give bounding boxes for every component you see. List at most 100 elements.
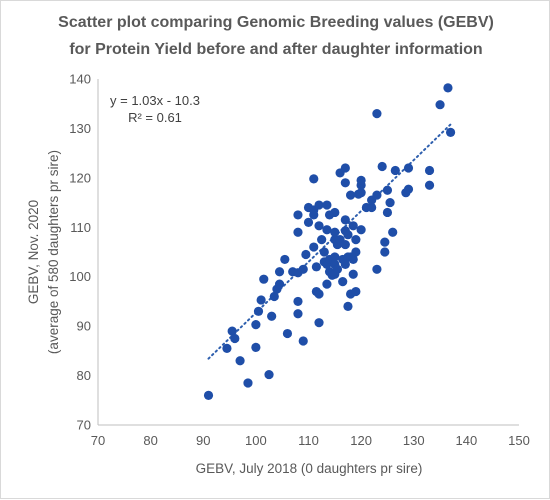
- scatter-point: [314, 289, 324, 299]
- scatter-point: [251, 342, 261, 352]
- scatter-point: [356, 175, 366, 185]
- trendline-group: [207, 123, 452, 360]
- scatter-point: [309, 242, 319, 252]
- scatter-point: [203, 390, 214, 400]
- scatter-point: [372, 264, 382, 274]
- y-axis-title: GEBV, Nov. 2020 (average of 580 daughter…: [26, 150, 61, 354]
- scatter-point: [227, 326, 237, 336]
- scatter-point: [311, 262, 321, 272]
- scatter-point: [274, 267, 285, 277]
- scatter-point: [332, 264, 343, 274]
- scatter-point: [343, 301, 353, 311]
- scatter-point: [382, 207, 393, 218]
- scatter-point: [259, 274, 269, 284]
- scatter-point: [319, 247, 329, 257]
- scatter-point: [309, 174, 319, 184]
- scatter-point: [340, 215, 350, 225]
- x-axis-title: GEBV, July 2018 (0 daughters pr sire): [196, 461, 423, 476]
- scatter-point: [351, 286, 361, 297]
- scatter-point: [372, 190, 382, 200]
- scatter-point: [330, 252, 340, 262]
- x-tick-label: 130: [403, 433, 425, 448]
- scatter-point: [348, 269, 358, 279]
- x-tick-label: 140: [456, 433, 478, 448]
- x-tick-label: 70: [91, 433, 105, 448]
- r-squared-label: R² = 0.61: [128, 110, 182, 125]
- y-axis-title-line-1: GEBV, Nov. 2020: [26, 200, 41, 304]
- trendline-equation: y = 1.03x - 10.3: [110, 93, 200, 108]
- scatter-point: [253, 306, 264, 316]
- scatter-point: [280, 254, 290, 265]
- scatter-point: [314, 221, 324, 231]
- scatter-point: [388, 227, 398, 237]
- scatter-point: [267, 311, 277, 321]
- scatter-point: [314, 318, 324, 328]
- scatter-point: [380, 247, 390, 257]
- scatter-point: [298, 264, 308, 274]
- y-tick-label: 90: [77, 319, 91, 334]
- scatter-point: [343, 230, 353, 240]
- scatter-point: [314, 200, 324, 210]
- scatter-point: [340, 178, 350, 188]
- scatter-point: [230, 333, 240, 344]
- scatter-point: [256, 295, 266, 305]
- x-tick-label: 100: [245, 433, 267, 448]
- scatter-point: [424, 165, 435, 176]
- y-axis-title-line-2: (average of 580 daughters pr sire): [46, 150, 61, 354]
- scatter-point: [385, 197, 395, 208]
- scatter-point: [340, 163, 350, 173]
- scatter-point: [380, 237, 390, 247]
- scatter-point: [443, 83, 453, 93]
- scatter-point: [372, 109, 382, 119]
- scatter-point: [293, 296, 303, 307]
- scatter-point: [293, 309, 303, 319]
- scatter-point: [390, 165, 400, 176]
- scatter-point: [367, 202, 377, 213]
- x-tick-label: 110: [298, 433, 319, 448]
- scatter-point: [235, 356, 245, 366]
- scatter-point: [269, 291, 279, 302]
- scatter-point: [348, 254, 358, 265]
- y-tick-label: 110: [70, 220, 91, 235]
- y-tick-label: 70: [77, 418, 91, 433]
- scatter-point: [424, 180, 435, 190]
- chart-axes: [97, 79, 519, 426]
- x-tick-label: 120: [350, 433, 372, 448]
- scatter-point: [340, 259, 350, 269]
- y-tick-label: 80: [77, 368, 91, 383]
- scatter-point: [293, 210, 303, 220]
- scatter-point: [340, 239, 350, 250]
- scatter-point: [322, 279, 332, 289]
- scatter-point: [301, 249, 311, 260]
- scatter-point: [445, 127, 456, 137]
- scatter-point: [403, 163, 414, 173]
- scatter-point: [338, 277, 348, 287]
- x-tick-labels: 70 80 90 100 110 120 130 140 150: [91, 433, 530, 448]
- y-tick-label: 100: [69, 269, 91, 284]
- scatter-point: [322, 225, 332, 235]
- scatter-point: [377, 161, 387, 172]
- scatter-point: [264, 369, 274, 380]
- scatter-point: [346, 190, 356, 200]
- y-tick-label: 130: [69, 121, 91, 136]
- scatter-point: [222, 343, 232, 353]
- scatter-point: [317, 235, 327, 245]
- scatter-point: [322, 200, 332, 210]
- scatter-point: [351, 235, 361, 245]
- x-tick-label: 80: [143, 433, 157, 448]
- scatter-point: [356, 188, 366, 198]
- scatter-point: [330, 207, 340, 218]
- data-points: [203, 83, 456, 400]
- scatter-point: [274, 279, 285, 289]
- x-tick-label: 90: [196, 433, 210, 448]
- scatter-point: [298, 336, 308, 346]
- y-tick-label: 140: [69, 72, 91, 87]
- trendline: [207, 123, 452, 360]
- scatter-point: [348, 221, 358, 231]
- scatter-point: [403, 184, 414, 194]
- scatter-point: [330, 227, 340, 237]
- y-tick-labels: 70 80 90 100 110 120 130 140: [69, 72, 91, 433]
- scatter-point: [356, 225, 366, 235]
